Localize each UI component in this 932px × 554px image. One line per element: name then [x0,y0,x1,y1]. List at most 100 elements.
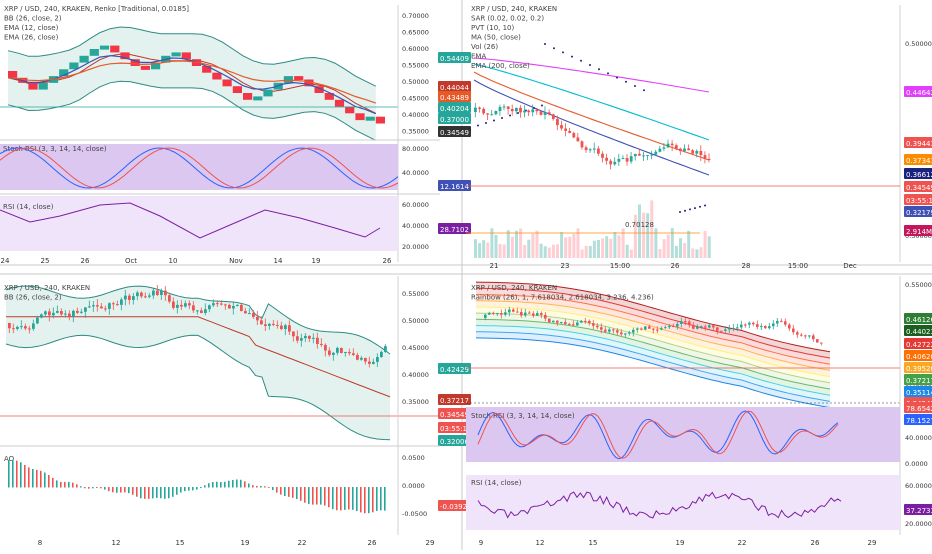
tr-candle [502,106,506,108]
bl-ao-bar [112,487,114,493]
tr-candle [670,143,674,146]
tr-candle [646,155,649,157]
tr-sar-dot [643,89,645,92]
tl-time-label: Nov [229,257,243,265]
bl-ao-bar [312,487,314,505]
bl-ao-bar [148,487,150,499]
tl-ema12-line [7,55,377,115]
tr-ema-orange-line [473,71,710,161]
br-candle [772,323,775,327]
bl-candle [132,296,135,300]
br-stoch-label: Stoch RSI (3, 3, 14, 14, close) [471,412,575,420]
br-candle [564,321,567,324]
tr-volume-bar [703,230,707,258]
bl-ao-bar [372,487,374,513]
bl-candle [104,308,107,310]
renko-brick [314,86,324,93]
bl-candle [336,347,339,353]
tr-volume-bar [502,244,506,258]
bl-ao-bar [104,487,106,490]
br-candle [560,321,563,323]
bl-candle [344,351,347,353]
bl-ao-bar [28,467,30,488]
bl-ao-bar [272,487,274,491]
tr-candle [486,113,490,115]
bl-candle [144,296,147,298]
bl-candle [320,343,323,345]
bl-candle [196,310,199,312]
br-price-badge: 0.42722 [906,341,932,349]
tl-price-badge: 0.54409 [440,55,469,63]
tr-volume-bar [556,244,559,258]
tl-price-tick: 0.70000 [402,12,429,20]
bl-candle [128,295,131,300]
bl-ao-bar [88,487,90,489]
bl-candle [360,357,363,360]
tr-volume-bar [654,228,658,258]
tr-time-label: 28 [742,262,751,270]
tr-candle [527,110,531,113]
bl-candle [292,331,295,337]
bl-ao-bar [360,487,362,513]
br-time-label: 19 [676,539,685,547]
tl-legend-line: BB (26, close, 2) [4,15,62,23]
tr-volume-bar [519,228,523,258]
bl-ao-bar [352,487,354,510]
renko-brick [181,52,191,60]
tr-volume-bar [572,233,576,258]
bl-candle [124,295,127,300]
tr-volume-bar [646,213,650,258]
bl-candle [300,338,303,341]
bl-price-badge-bg [438,363,471,374]
tr-sar-dot [699,205,701,208]
br-candle [624,333,627,335]
br-candle [776,320,779,324]
renko-brick [345,106,355,114]
bl-ao-bar [24,464,26,488]
br-candle [500,313,503,315]
br-price-badge: 0.35114 [906,389,932,397]
bl-candle [288,325,291,332]
tr-candle [658,148,662,152]
bl-bb-fill [6,286,390,440]
bl-candle [80,311,83,313]
tr-ema-blue-line [473,79,710,176]
tr-legend-line[interactable]: XRP / USD, 240, KRAKEN [471,5,557,13]
bl-candle [268,323,271,326]
tr-time-label: 15:00 [788,262,808,270]
br-price-badge-bg [904,374,932,385]
br-candle [796,332,799,335]
bl-candle [276,324,279,326]
tl-price-badge-bg [438,91,471,102]
bl-candle [68,313,71,317]
renko-brick [89,49,99,56]
renko-brick [130,59,140,66]
br-candle [556,320,559,323]
tr-candle [490,114,494,116]
bl-legend-line[interactable]: XRP / USD, 240, KRAKEN [4,284,90,292]
bl-candle [380,351,383,358]
tl-time-label: 26 [81,257,90,265]
br-candle [764,326,767,329]
tl-legend-line[interactable]: XRP / USD, 240, KRAKEN, Renko [Tradition… [4,5,189,13]
tr-sar-dot [607,72,609,75]
bl-ao-bar [344,487,346,510]
bl-ao-bar [324,487,326,506]
br-candle [648,326,651,329]
br-rsi-badge-bg [904,504,932,515]
tr-price-badge-bg [904,168,932,179]
bl-candle [24,326,27,329]
bl-ao-bar [16,460,18,488]
tl-time-label: 10 [169,257,178,265]
tr-volume-bar [478,243,482,258]
tr-volume-bar [535,230,539,258]
bl-candle [168,295,171,302]
tr-volume-bar [576,228,580,258]
bl-ao-bar [252,485,254,488]
tl-stoch-tick: 40.0000 [402,169,429,177]
br-legend-line[interactable]: XRP / USD, 240, KRAKEN [471,284,557,292]
br-price-tick: 0.55000 [905,281,932,289]
renko-brick [212,72,222,80]
br-stoch-badge: 78.1527 [906,417,932,425]
tr-volume-bar [543,246,547,258]
